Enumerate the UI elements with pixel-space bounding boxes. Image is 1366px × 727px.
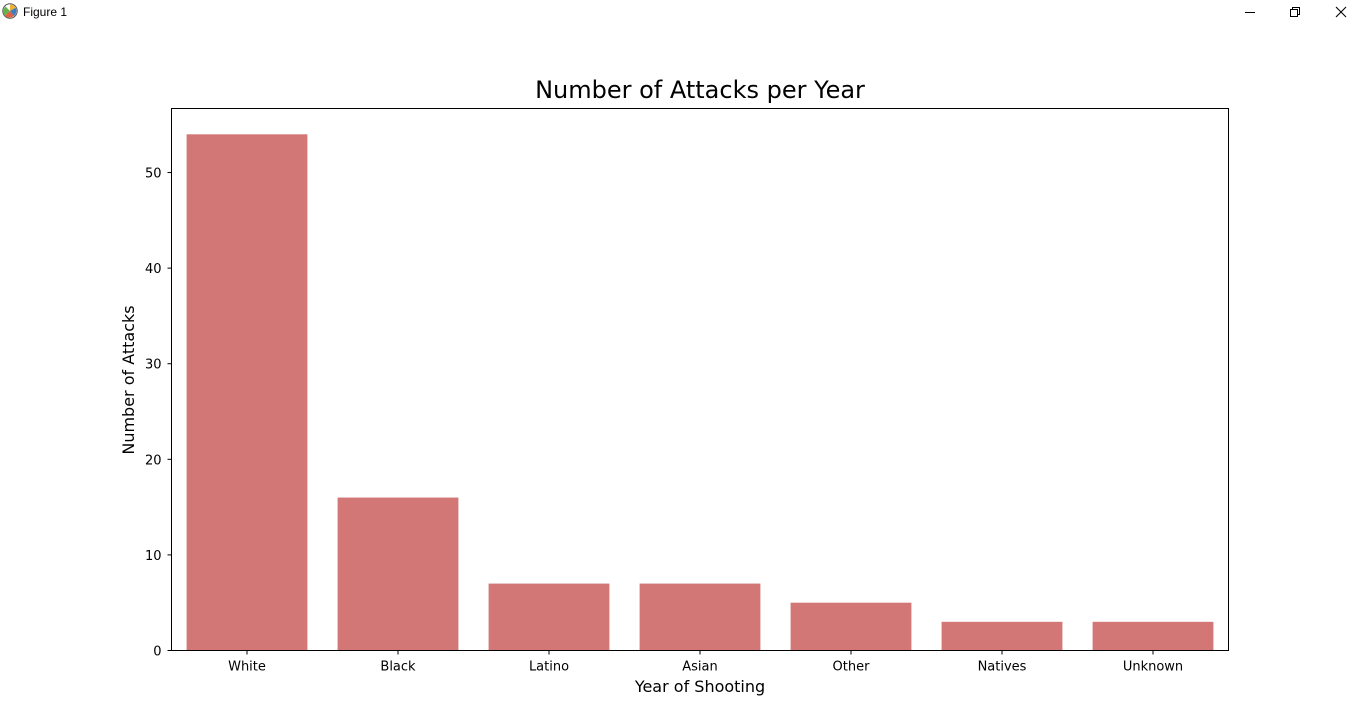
bar-unknown [1092,621,1214,651]
restore-button[interactable] [1272,0,1318,24]
x-tick-label: Unknown [1123,660,1183,675]
window-title: Figure 1 [23,5,68,19]
bar-asian [639,583,761,651]
minimize-button[interactable] [1227,0,1273,24]
figure-canvas: Number of Attacks per Year 0 10 20 30 40 50 W… [0,24,1366,727]
bar-black [337,497,459,651]
y-axis-ticks: 0 10 20 30 40 50 [145,167,172,660]
x-tick-label: Asian [682,660,717,675]
y-tick-label: 0 [153,645,161,660]
restore-icon [1290,7,1300,17]
y-tick-label: 30 [145,358,162,373]
x-tick-label: White [228,660,266,675]
y-tick-label: 50 [145,167,162,182]
y-tick-label: 20 [145,453,162,468]
x-tick-label: Other [833,660,871,675]
x-tick-label: Latino [529,660,569,675]
bar-latino [488,583,610,651]
minimize-icon [1245,12,1255,13]
close-button[interactable] [1318,0,1364,24]
bar-natives [941,621,1063,651]
chart-title: Number of Attacks per Year [535,76,865,104]
y-tick-label: 10 [145,549,162,564]
bar-chart: Number of Attacks per Year 0 10 20 30 40 50 W… [119,76,1229,696]
x-tick-label: Black [380,660,416,675]
x-tick-label: Natives [978,660,1027,675]
y-axis-label: Number of Attacks [119,305,138,454]
bar-white [186,134,308,651]
y-tick-label: 40 [145,262,162,277]
bars-layer [186,134,1214,651]
x-axis-label: Year of Shooting [634,677,765,696]
window-titlebar: Figure 1 [0,0,1366,24]
matplotlib-icon[interactable] [2,3,18,19]
x-axis-ticks: White Black Latino Asian Other Natives Unknown [228,650,1183,675]
close-icon [1335,6,1347,18]
bar-other [790,602,912,651]
axes-frame [171,108,1229,651]
